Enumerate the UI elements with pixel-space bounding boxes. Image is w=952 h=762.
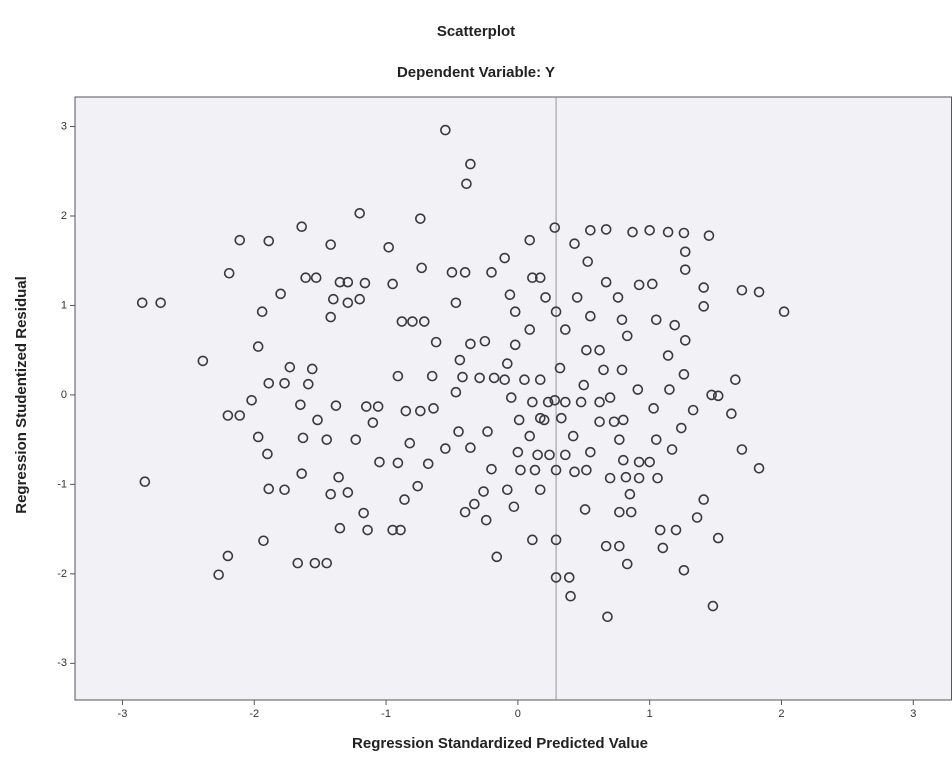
y-tick-label: 0 (61, 389, 67, 401)
x-tick-label: 0 (515, 708, 521, 720)
y-tick-label: 2 (61, 210, 67, 222)
x-tick-label: -2 (249, 708, 259, 720)
chart-subtitle: Dependent Variable: Y (397, 64, 555, 81)
x-tick-label: -1 (381, 708, 391, 720)
y-axis-label: Regression Studentized Residual (13, 276, 30, 514)
x-tick-label: 2 (778, 708, 784, 720)
chart-title: Scatterplot (437, 23, 515, 40)
y-tick-label: -3 (57, 657, 67, 669)
y-tick-label: 3 (61, 120, 67, 132)
x-axis-label: Regression Standardized Predicted Value (352, 735, 648, 752)
x-tick-label: -3 (118, 708, 128, 720)
y-tick-label: -2 (57, 568, 67, 580)
x-tick-label: 1 (647, 708, 653, 720)
plot-area (75, 97, 952, 700)
y-tick-label: -1 (57, 478, 67, 490)
y-tick-label: 1 (61, 299, 67, 311)
chart: Scatterplot Dependent Variable: Y Regres… (0, 0, 952, 762)
x-tick-label: 3 (910, 708, 916, 720)
